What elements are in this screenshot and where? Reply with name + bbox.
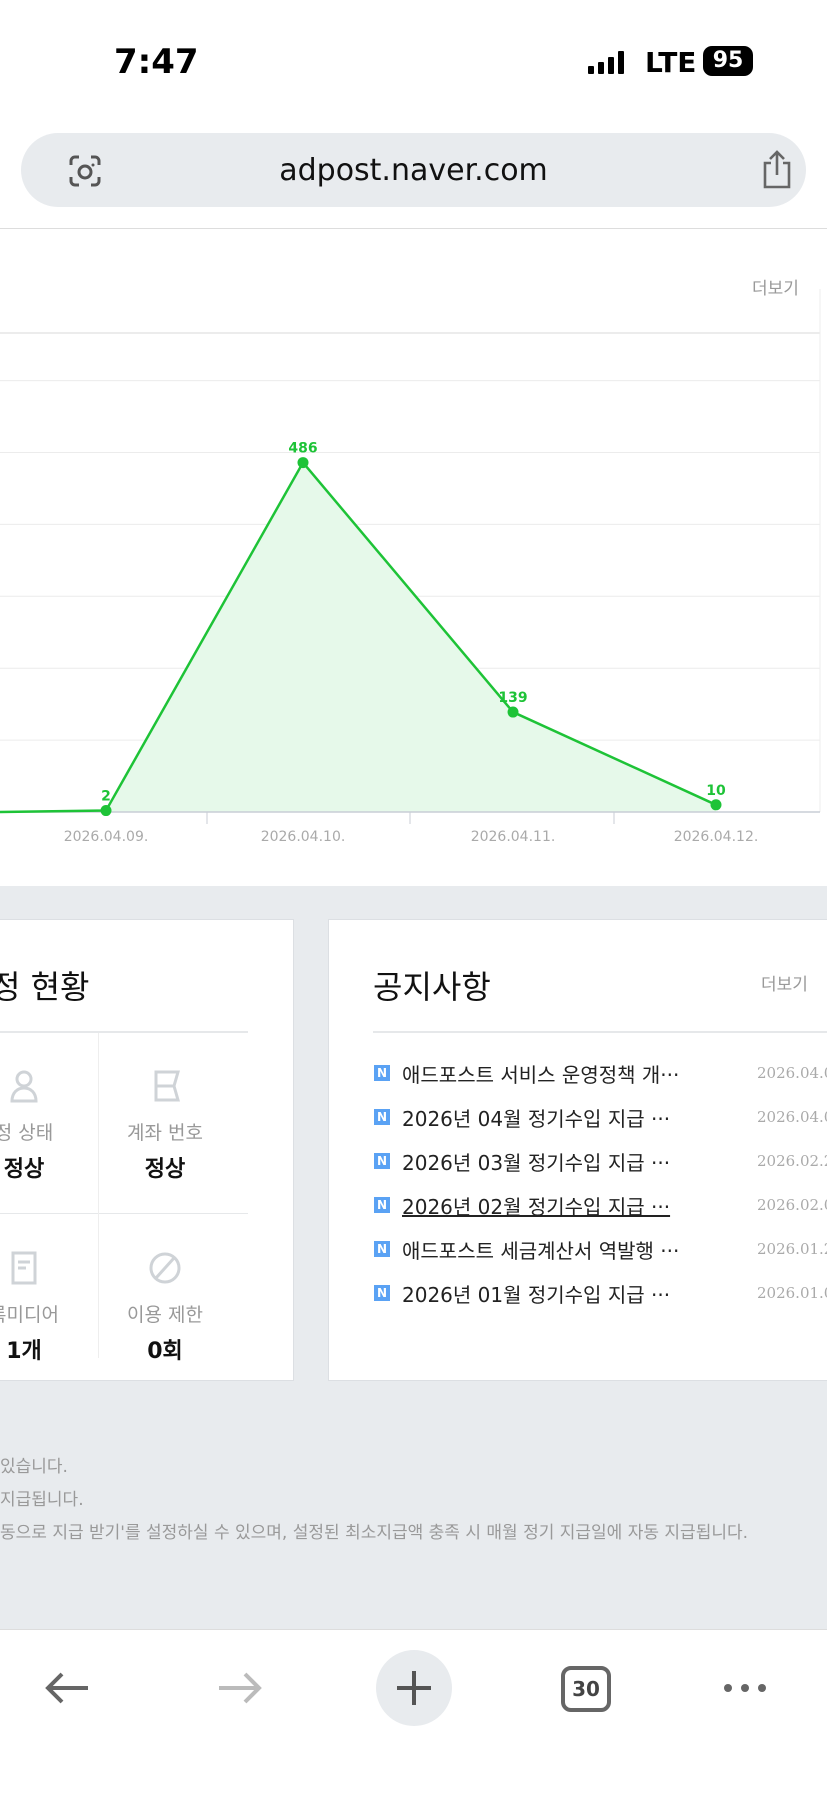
notice-item[interactable]: N 애드포스트 세금계산서 역발행 ··· 2026.01.2 <box>374 1234 827 1264</box>
plus-icon <box>397 1671 431 1705</box>
status-item: 계좌 번호 정상 <box>108 1068 222 1183</box>
account-book-icon <box>154 1070 180 1102</box>
footer-note: 있습니다. <box>0 1457 68 1477</box>
footer-note: 지급됩니다. <box>0 1490 84 1510</box>
data-label: 2 <box>101 789 111 805</box>
area-fill <box>0 462 716 812</box>
notice-title[interactable]: 애드포스트 서비스 운영정책 개··· <box>402 1062 680 1087</box>
new-badge-icon: N <box>374 1241 390 1257</box>
status-label: 정 상태 <box>0 1122 54 1144</box>
notice-title[interactable]: 2026년 01월 정기수입 지급 ··· <box>402 1282 671 1307</box>
notice-date: 2026.02.2 <box>757 1152 827 1170</box>
notice-title[interactable]: 2026년 02월 정기수입 지급 ··· <box>402 1194 671 1219</box>
divider <box>0 1031 248 1033</box>
signal-icon <box>588 50 624 74</box>
user-icon <box>10 1070 38 1103</box>
address-bar[interactable]: adpost.naver.com <box>21 133 806 207</box>
x-tick-label: 2026.04.09. <box>64 829 149 845</box>
account-status-card: 정 현황 정 상태 정상 계좌 번호 정상 록미디어 1개 이용 제한 0회 <box>0 919 294 1381</box>
notice-item[interactable]: N 2026년 01월 정기수입 지급 ··· 2026.01.0 <box>374 1278 827 1308</box>
status-item: 록미디어 1개 <box>0 1250 81 1365</box>
revenue-chart-card: 더보기 2 2026.04.09. 486 2026.04.10. 139 2026.04… <box>0 228 827 886</box>
browser-toolbar: 30 <box>0 1629 827 1793</box>
status-label: 이용 제한 <box>127 1304 203 1326</box>
battery-icon: 95 <box>703 46 753 76</box>
new-badge-icon: N <box>374 1109 390 1125</box>
data-point <box>507 706 519 718</box>
divider <box>0 1213 248 1214</box>
data-label: 10 <box>706 783 726 799</box>
notice-item[interactable]: N 2026년 04월 정기수입 지급 ··· 2026.04.0 <box>374 1102 827 1132</box>
status-item: 이용 제한 0회 <box>108 1250 222 1365</box>
document-icon <box>11 1251 37 1285</box>
notice-date: 2026.02.0 <box>757 1196 827 1214</box>
notice-title[interactable]: 애드포스트 세금계산서 역발행 ··· <box>402 1238 680 1263</box>
x-tick-label: 2026.04.11. <box>471 829 556 845</box>
divider <box>98 1033 99 1358</box>
prohibited-icon <box>149 1252 181 1284</box>
back-icon[interactable] <box>42 1668 92 1708</box>
url-text[interactable]: adpost.naver.com <box>279 153 548 188</box>
data-point <box>297 457 309 469</box>
notice-item[interactable]: N 2026년 02월 정기수입 지급 ··· 2026.02.0 <box>374 1190 827 1220</box>
card-title: 공지사항 <box>373 968 491 1006</box>
notice-date: 2026.04.0 <box>757 1064 827 1082</box>
new-badge-icon: N <box>374 1153 390 1169</box>
new-badge-icon: N <box>374 1065 390 1081</box>
data-label: 486 <box>288 441 317 457</box>
camera-search-icon[interactable] <box>67 153 103 189</box>
data-point <box>710 799 722 811</box>
status-value: 정상 <box>144 1157 186 1182</box>
status-value: 1개 <box>6 1339 42 1364</box>
status-label: 계좌 번호 <box>127 1122 203 1144</box>
notice-more-link[interactable]: 더보기 <box>761 975 808 995</box>
notice-title[interactable]: 2026년 03월 정기수입 지급 ··· <box>402 1150 671 1175</box>
notice-title[interactable]: 2026년 04월 정기수입 지급 ··· <box>402 1106 671 1131</box>
notice-date: 2026.01.2 <box>757 1240 827 1258</box>
status-value: 0회 <box>147 1339 183 1364</box>
status-label: 록미디어 <box>0 1304 59 1326</box>
status-item: 정 상태 정상 <box>0 1068 81 1183</box>
notice-item[interactable]: N 애드포스트 서비스 운영정책 개··· 2026.04.0 <box>374 1058 827 1088</box>
notice-date: 2026.01.0 <box>757 1284 827 1302</box>
x-tick-label: 2026.04.12. <box>674 829 759 845</box>
status-value: 정상 <box>3 1157 45 1182</box>
clock: 7:47 <box>114 42 199 82</box>
network-type: LTE <box>645 46 697 79</box>
share-icon[interactable] <box>759 149 795 191</box>
tabs-button[interactable]: 30 <box>561 1666 611 1712</box>
more-link[interactable]: 더보기 <box>752 279 799 299</box>
x-tick-label: 2026.04.10. <box>261 829 346 845</box>
new-badge-icon: N <box>374 1197 390 1213</box>
card-title: 정 현황 <box>0 968 90 1006</box>
forward-icon[interactable] <box>215 1668 265 1708</box>
new-badge-icon: N <box>374 1285 390 1301</box>
notice-date: 2026.04.0 <box>757 1108 827 1126</box>
line-chart: 2 2026.04.09. 486 2026.04.10. 139 2026.04.11.… <box>0 289 821 845</box>
more-menu-icon[interactable] <box>720 1668 770 1708</box>
new-tab-button[interactable] <box>376 1650 452 1726</box>
notice-card: 공지사항 더보기 N 애드포스트 서비스 운영정책 개··· 2026.04.0 N 2… <box>328 919 827 1381</box>
footer-note: 동으로 지급 받기'를 설정하실 수 있으며, 설정된 최소지급액 충족 시 매… <box>0 1523 749 1543</box>
divider <box>373 1031 827 1033</box>
notice-item[interactable]: N 2026년 03월 정기수입 지급 ··· 2026.02.2 <box>374 1146 827 1176</box>
data-point <box>100 805 112 817</box>
status-bar: 7:47 LTE 95 <box>0 0 827 120</box>
data-label: 139 <box>498 690 527 706</box>
